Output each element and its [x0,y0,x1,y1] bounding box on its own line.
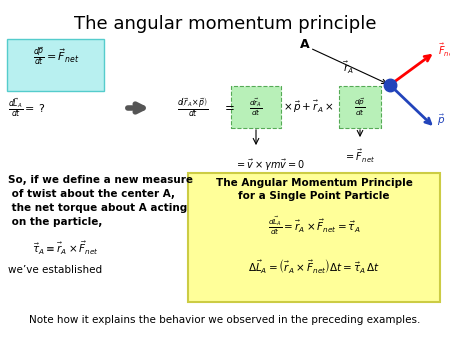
Text: A: A [300,38,310,51]
Text: $\frac{d\!\left(\vec{r}_A\!\times\!\vec{p}\right)}{dt}$: $\frac{d\!\left(\vec{r}_A\!\times\!\vec{… [177,97,209,119]
Text: The Angular Momentum Principle: The Angular Momentum Principle [216,178,413,188]
Text: $\vec{F}_{net}$: $\vec{F}_{net}$ [438,42,450,58]
Text: we’ve established: we’ve established [8,265,102,275]
Text: $\times\,\vec{p}+\vec{r}_A\times$: $\times\,\vec{p}+\vec{r}_A\times$ [283,99,333,115]
Text: for a Single Point Particle: for a Single Point Particle [238,191,390,201]
Text: $\vec{r}_A$: $\vec{r}_A$ [342,60,353,76]
Text: $=\vec{F}_{net}$: $=\vec{F}_{net}$ [344,148,376,165]
FancyBboxPatch shape [188,173,440,302]
Text: $\frac{d\vec{r}_A}{dt}$: $\frac{d\vec{r}_A}{dt}$ [249,96,263,118]
Text: on the particle,: on the particle, [8,217,103,227]
Text: $\Delta\vec{L}_A = \left(\vec{r}_A \times \vec{F}_{net}\right)\Delta t = \vec{\t: $\Delta\vec{L}_A = \left(\vec{r}_A \time… [248,257,380,275]
Text: $=$: $=$ [221,100,234,114]
Text: $\vec{p}$: $\vec{p}$ [437,112,446,128]
FancyBboxPatch shape [7,39,104,91]
Text: $\frac{d\vec{p}}{dt}$: $\frac{d\vec{p}}{dt}$ [355,96,365,118]
FancyBboxPatch shape [231,86,281,128]
Text: $\frac{d\vec{L}_A}{dt} = \,?$: $\frac{d\vec{L}_A}{dt} = \,?$ [8,97,45,119]
Text: So, if we define a new measure: So, if we define a new measure [8,175,193,185]
Text: the net torque about A acting: the net torque about A acting [8,203,187,213]
Text: $\frac{d\vec{p}}{dt} = \vec{F}_{net}$: $\frac{d\vec{p}}{dt} = \vec{F}_{net}$ [33,45,79,67]
FancyBboxPatch shape [339,86,381,128]
Text: The angular momentum principle: The angular momentum principle [74,15,376,33]
Text: of twist about the center A,: of twist about the center A, [8,189,175,199]
Text: Note how it explains the behavior we observed in the preceding examples.: Note how it explains the behavior we obs… [29,315,421,325]
Text: $\vec{\tau}_A \equiv \vec{r}_A \times \vec{F}_{net}$: $\vec{\tau}_A \equiv \vec{r}_A \times \v… [32,240,99,257]
Text: $=\vec{v}\times\gamma m\vec{v}=0$: $=\vec{v}\times\gamma m\vec{v}=0$ [235,158,305,173]
Text: $\frac{d\vec{L}_A}{dt} = \vec{r}_A \times \vec{F}_{net} = \vec{\tau}_A$: $\frac{d\vec{L}_A}{dt} = \vec{r}_A \time… [268,215,360,237]
